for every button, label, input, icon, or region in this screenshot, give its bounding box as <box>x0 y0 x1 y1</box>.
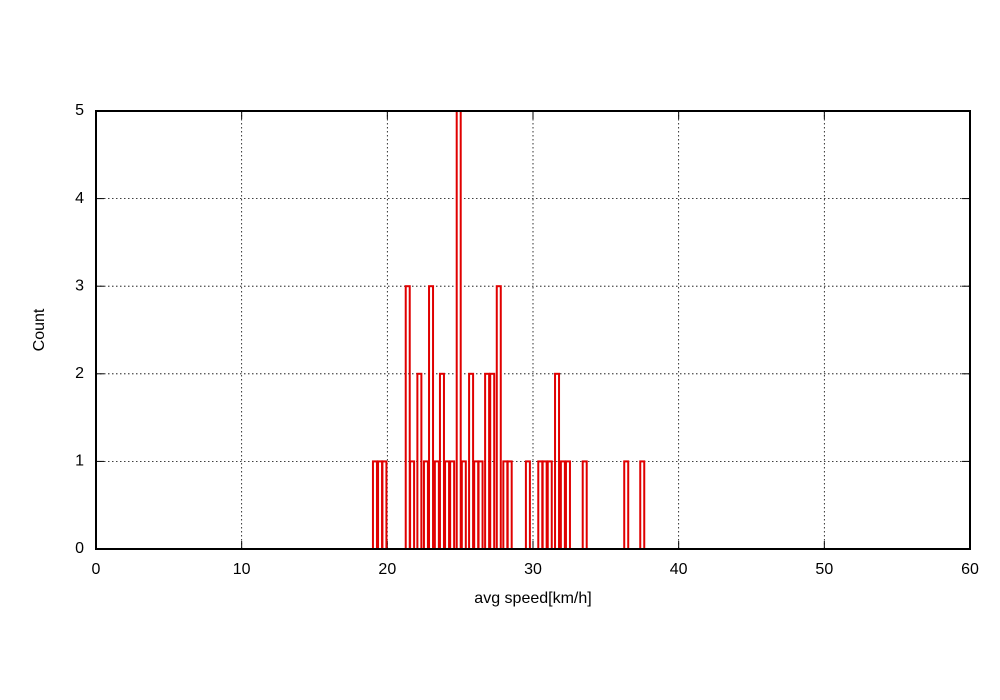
x-axis-label: avg speed[km/h] <box>474 590 591 607</box>
bar <box>460 460 467 550</box>
bar <box>541 460 548 550</box>
bar <box>444 460 451 550</box>
bar <box>468 372 475 550</box>
x-tick-label: 20 <box>378 561 396 578</box>
bar <box>409 460 416 550</box>
x-tick-label: 50 <box>815 561 833 578</box>
bar <box>449 460 456 550</box>
bar <box>416 372 423 550</box>
bar <box>623 460 630 550</box>
y-axis-label: Count <box>31 308 48 351</box>
x-tick-label: 30 <box>524 561 542 578</box>
bar <box>581 460 588 550</box>
bar <box>495 285 502 550</box>
bar <box>564 460 571 550</box>
bar <box>559 460 566 550</box>
bar <box>484 372 491 550</box>
bar <box>422 460 429 550</box>
y-tick-label: 5 <box>75 102 84 119</box>
x-tick-label: 60 <box>961 561 979 578</box>
bar <box>381 460 388 550</box>
x-tick-label: 10 <box>233 561 251 578</box>
bar <box>524 460 531 550</box>
bar <box>639 460 646 550</box>
y-tick-label: 4 <box>75 190 84 207</box>
y-tick-label: 1 <box>75 453 84 470</box>
bar <box>433 460 440 550</box>
bar <box>438 372 445 550</box>
bar <box>428 285 435 550</box>
bar <box>455 110 462 550</box>
x-tick-label: 40 <box>670 561 688 578</box>
y-tick-label: 2 <box>75 365 84 382</box>
y-tick-label: 0 <box>75 540 84 557</box>
x-tick-label: 0 <box>92 561 101 578</box>
y-tick-label: 3 <box>75 277 84 294</box>
bar <box>506 460 513 550</box>
bar <box>477 460 484 550</box>
bar <box>546 460 553 550</box>
bar <box>371 460 378 550</box>
plot-frame <box>95 110 971 550</box>
